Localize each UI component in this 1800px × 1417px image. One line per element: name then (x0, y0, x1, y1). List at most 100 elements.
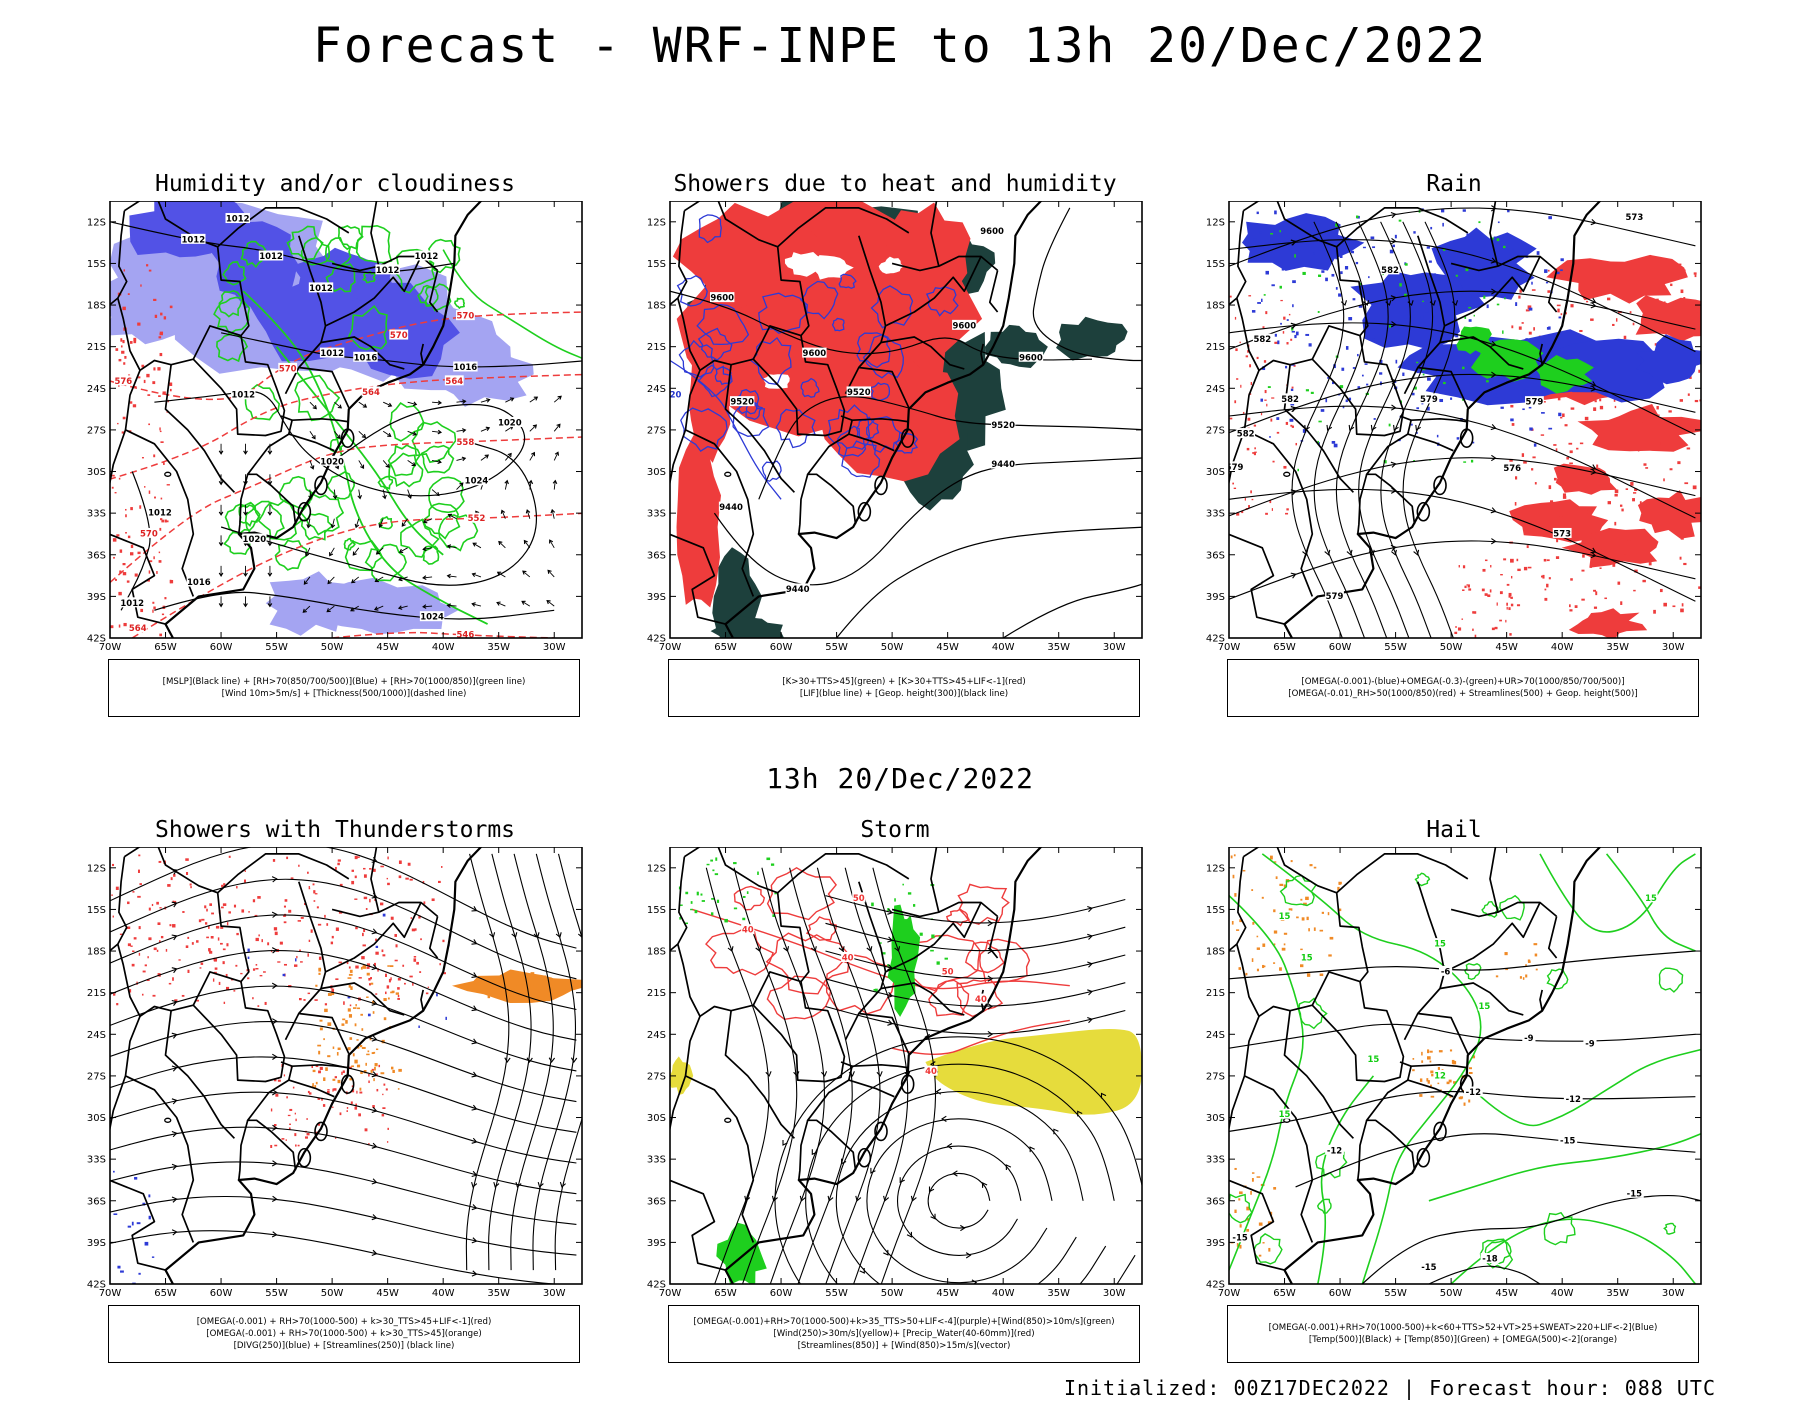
rain-red-speck (1596, 464, 1599, 468)
omega-orange-speck (1262, 964, 1265, 969)
contour-label-bg (231, 389, 256, 400)
rh-green-area (300, 236, 330, 266)
streamline-arrow (1053, 1128, 1059, 1135)
rain-red-speck (1528, 331, 1532, 335)
lat-tick-label: 24S (1206, 1030, 1225, 1041)
state-border (1244, 429, 1314, 597)
red-speck (148, 570, 151, 574)
lif-contour (697, 364, 733, 398)
valid-time-title: 13h 20/Dec/2022 (766, 762, 1034, 795)
thunder-area (672, 202, 819, 311)
thunder-red-speck (307, 992, 311, 995)
thunder-red-speck (351, 1085, 354, 1088)
thunder-red-speck (330, 941, 334, 945)
thunder-orange-speck (553, 988, 556, 992)
rain-blue-speck (1370, 236, 1375, 240)
panel-title: Storm (860, 817, 930, 843)
omega-orange-speck (1429, 1050, 1433, 1053)
thunder-red-speck (304, 1136, 308, 1139)
rain-red-speck (1615, 318, 1618, 322)
omega-orange-speck (1495, 975, 1499, 978)
state-border (724, 1010, 796, 1139)
thunder-orange-speck (530, 984, 534, 988)
lat-tick-label: 12S (647, 217, 666, 228)
contour-label-bg (464, 475, 489, 486)
rain-blue-speck (1497, 221, 1500, 224)
divg-blue-speck (148, 1215, 151, 1220)
contour-label-bg (1380, 264, 1400, 275)
rain-red-speck (1622, 550, 1626, 555)
rain-red-speck (1531, 468, 1534, 471)
rain-red-speck (1605, 439, 1609, 443)
red-speck (121, 431, 125, 434)
red-speck (113, 556, 115, 559)
streamline-arrow (987, 1003, 994, 1010)
wind-850-speck (896, 936, 899, 939)
state-border (420, 989, 425, 1011)
streamline-arrow (1429, 300, 1436, 306)
thunder-red-speck (187, 969, 190, 973)
wind-vector-head (352, 551, 357, 556)
red-speck (159, 427, 161, 431)
thunder-orange-speck (518, 980, 522, 985)
temp-500-line (1428, 1265, 1541, 1284)
contour-label: 1016 (354, 353, 378, 363)
wind-850-area (887, 904, 921, 1017)
rain-red-speck (1509, 458, 1513, 462)
rain-blue-speck (1308, 343, 1312, 347)
rain-red-speck (1531, 289, 1536, 291)
rain-blue-speck (1529, 427, 1533, 431)
omega-orange-speck (1459, 1096, 1464, 1099)
lat-tick-label: 12S (1206, 217, 1225, 228)
lif-contour (714, 366, 732, 386)
thunder-red-speck (308, 939, 311, 942)
streamline-arrow (838, 946, 845, 952)
streamline-arrow (866, 946, 873, 952)
red-speck (147, 394, 151, 396)
wind-vector-head (334, 465, 340, 470)
red-speck (123, 269, 126, 272)
rain-blue-speck (1357, 386, 1361, 390)
lat-tick-label: 18S (647, 301, 666, 312)
state-border (1444, 256, 1541, 327)
rain-red-speck (1499, 591, 1503, 595)
streamline-arrow (548, 1057, 556, 1064)
lon-tick-label: 30W (1103, 642, 1126, 651)
rain-red-speck (1595, 520, 1600, 525)
rain-red-speck (1641, 300, 1645, 303)
rain-red-speck (1246, 447, 1250, 451)
wind-vector-head (531, 451, 536, 457)
omega-orange-speck (1519, 976, 1522, 979)
lat-tick-label: 36S (1206, 550, 1225, 561)
legend-box: [MSLP](Black line) + [RH>70(850/700/500)… (108, 659, 580, 717)
rain-red-speck (1623, 263, 1628, 267)
lon-tick-label: 30W (1103, 1288, 1126, 1297)
thunder-red-speck (338, 961, 342, 964)
contour-label: -9 (1585, 1039, 1595, 1049)
wind-vector-head (332, 495, 338, 500)
wind-vector (553, 395, 562, 403)
rain-red-speck (1607, 297, 1611, 301)
thunder-red-speck (259, 974, 263, 977)
thunder-red-speck (274, 1144, 278, 1147)
wind-850-speck (733, 907, 738, 910)
lagoon-outline (874, 1121, 888, 1142)
temp-850-contour (1658, 967, 1684, 993)
thunder-orange-speck (390, 1066, 394, 1070)
streamline-arrow (1491, 454, 1497, 462)
wind-vector-head (509, 397, 515, 402)
rain-blue-speck (1305, 333, 1310, 336)
contour-label: 40 (925, 1067, 937, 1077)
streamline-arrow (1413, 549, 1420, 556)
wind-vector (407, 489, 412, 499)
thunder-orange-speck (380, 1072, 385, 1075)
thunder-red-speck (137, 895, 141, 898)
rh-green-area (286, 225, 324, 261)
wind-vector-head (218, 603, 224, 608)
lon-tick-label: 50W (321, 642, 344, 651)
wind-vector-head (412, 401, 418, 407)
wind-vector (309, 431, 316, 439)
rain-blue-speck (1439, 277, 1442, 281)
rain-red-speck (1581, 598, 1585, 601)
contour-label-bg (852, 892, 866, 903)
